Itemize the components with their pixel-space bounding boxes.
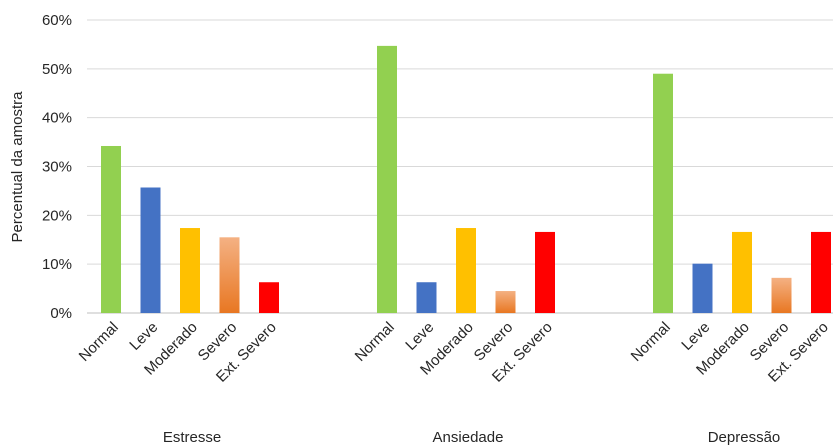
bars [101, 45, 831, 314]
bar-ansiedade-severo [495, 291, 516, 313]
y-tick-label: 60% [42, 12, 72, 29]
grid-lines [87, 19, 833, 314]
x-category-label: Normal [76, 319, 122, 365]
group-label-depressão: Depressão [708, 429, 781, 446]
group-label-estresse: Estresse [163, 429, 221, 446]
x-category-label: Leve [402, 319, 437, 354]
bar-ansiedade-moderado [456, 228, 476, 313]
x-category-label: Normal [628, 319, 674, 365]
bar-depressão-ext-severo [811, 231, 831, 313]
bar-ansiedade-ext-severo [535, 231, 555, 313]
x-category-label: Leve [126, 319, 161, 354]
y-tick-label: 30% [42, 159, 72, 176]
bar-estresse-severo [219, 237, 240, 313]
y-tick-label: 0% [50, 305, 72, 322]
y-axis-ticks: 0% 10% 20% 30% 40% 50% 60% [42, 12, 72, 322]
group-labels: Estresse Ansiedade Depressão [163, 429, 780, 446]
y-tick-label: 40% [42, 110, 72, 127]
bar-depressão-normal [653, 73, 673, 313]
bar-ansiedade-normal [377, 45, 397, 314]
y-axis-title: Percentual da amostra [9, 91, 26, 243]
bar-ansiedade-leve [416, 282, 437, 313]
y-tick-label: 20% [42, 207, 72, 224]
bar-depressão-leve [692, 263, 713, 313]
x-category-label: Leve [678, 319, 713, 354]
bar-estresse-ext-severo [259, 282, 279, 313]
y-tick-label: 10% [42, 256, 72, 273]
bar-depressão-moderado [732, 231, 752, 313]
x-category-label: Normal [352, 319, 398, 365]
bar-estresse-leve [140, 187, 161, 313]
group-label-ansiedade: Ansiedade [433, 429, 504, 446]
bar-estresse-normal [101, 145, 121, 313]
bar-depressão-severo [771, 277, 792, 313]
y-tick-label: 50% [42, 61, 72, 78]
bar-estresse-moderado [180, 228, 200, 313]
